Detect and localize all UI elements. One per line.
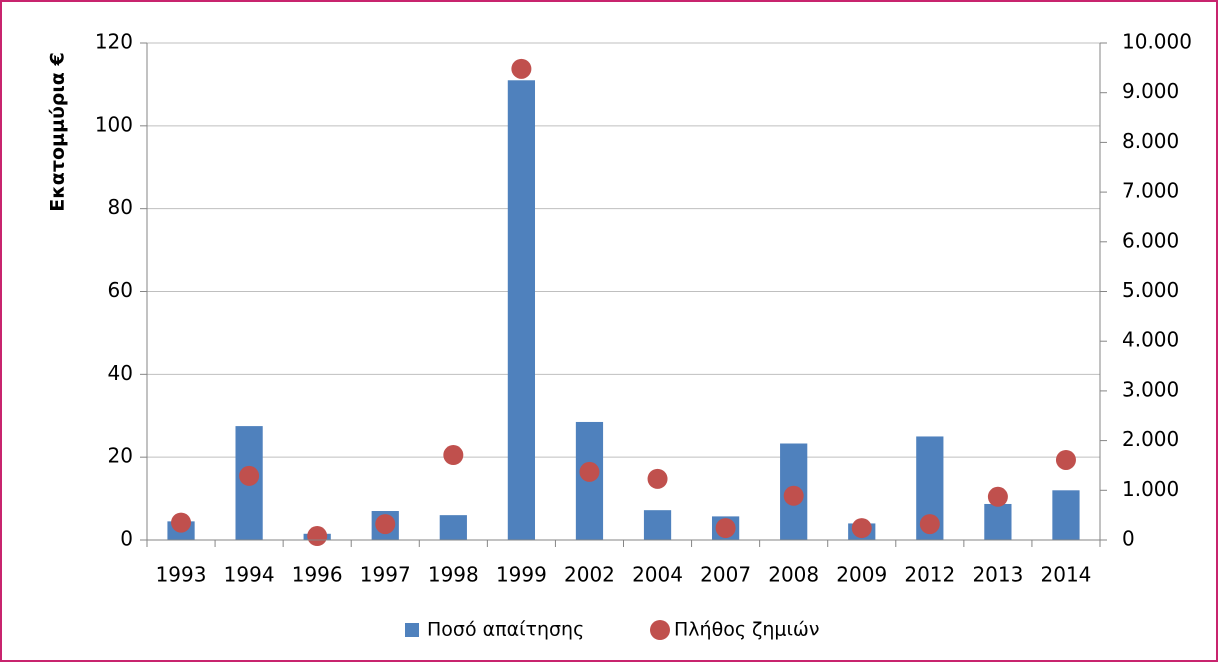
y-tick-label: 0 [120, 527, 133, 551]
x-tick-label: 2007 [700, 563, 751, 587]
x-tick-label: 1998 [428, 563, 479, 587]
dot [919, 514, 940, 535]
y-tick-label: 40 [108, 361, 133, 385]
x-tick-label: 2013 [972, 563, 1023, 587]
y2-tick-label: 7.000 [1122, 179, 1179, 203]
x-tick-label: 1999 [496, 563, 547, 587]
legend-swatch [650, 620, 670, 640]
x-tick-label: 2009 [836, 563, 887, 587]
x-tick-label: 1993 [156, 563, 207, 587]
dot [579, 461, 600, 482]
y2-tick-label: 2.000 [1122, 427, 1179, 451]
legend-label: Ποσό απαίτησης [427, 619, 584, 641]
dot [239, 465, 260, 486]
x-tick-label: 1994 [224, 563, 275, 587]
bar [984, 503, 1012, 540]
dot [851, 518, 872, 539]
x-tick-label: 1996 [292, 563, 343, 587]
dot [307, 526, 328, 547]
bar [1052, 490, 1080, 540]
legend-swatch [405, 623, 419, 637]
x-tick-label: 2012 [904, 563, 955, 587]
y2-tick-label: 3.000 [1122, 377, 1179, 401]
y2-tick-label: 6.000 [1122, 228, 1179, 252]
dot [443, 445, 464, 466]
bar [439, 515, 467, 540]
y2-tick-label: 8.000 [1122, 129, 1179, 153]
dot [987, 486, 1008, 507]
x-tick-label: 2008 [768, 563, 819, 587]
x-tick-label: 2014 [1041, 563, 1092, 587]
legend-label: Πλήθος ζημιών [674, 619, 819, 641]
x-tick-label: 2002 [564, 563, 615, 587]
y2-tick-label: 5.000 [1122, 278, 1179, 302]
dot [171, 512, 192, 533]
y2-tick-label: 4.000 [1122, 328, 1179, 352]
bar [643, 510, 672, 540]
dot [715, 518, 736, 539]
y2-tick-label: 10.000 [1122, 30, 1192, 54]
y2-tick-label: 1.000 [1122, 477, 1179, 501]
y-tick-label: 120 [95, 30, 133, 54]
y2-tick-label: 9.000 [1122, 79, 1179, 103]
y-tick-label: 100 [95, 112, 133, 136]
x-tick-label: 2004 [632, 563, 683, 587]
y-tick-label: 20 [108, 444, 133, 468]
dot [375, 514, 396, 535]
dot [1055, 449, 1076, 470]
dot [511, 58, 532, 79]
dot [783, 485, 804, 506]
y-tick-label: 60 [108, 278, 133, 302]
y-tick-label: 80 [108, 195, 133, 219]
y-axis-label: Εκατομμύρια € [47, 52, 69, 211]
bar [507, 80, 536, 541]
y2-tick-label: 0 [1122, 527, 1135, 551]
x-tick-label: 1997 [360, 563, 411, 587]
dot [647, 468, 668, 489]
